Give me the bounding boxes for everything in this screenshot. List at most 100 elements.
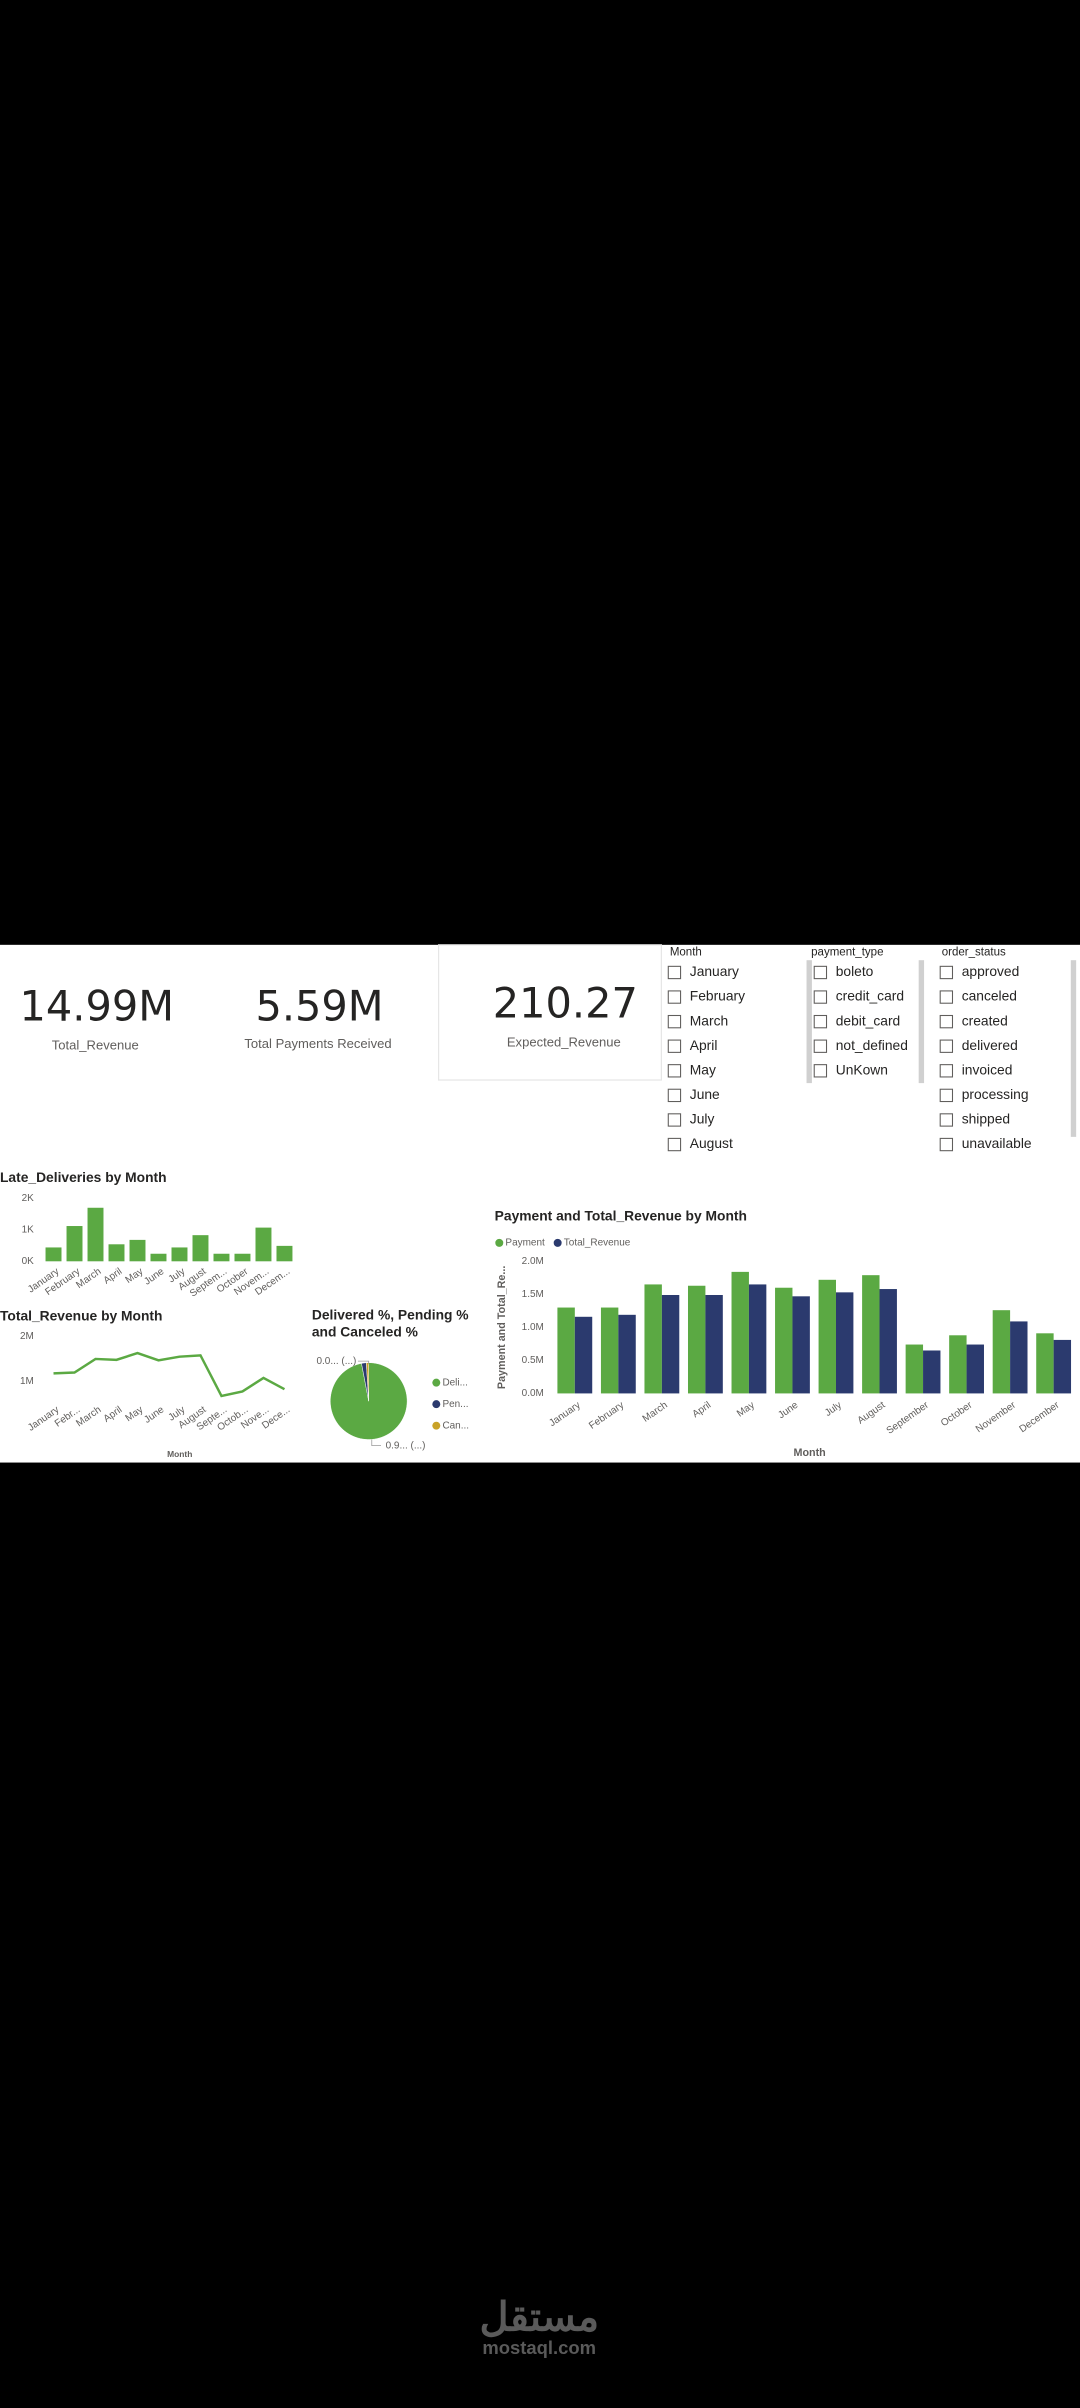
- y-tick-label: 2K: [22, 1193, 35, 1204]
- scrollbar[interactable]: [1070, 960, 1077, 1137]
- chart-title-text: Delivered %, Pending % and Canceled %: [311, 1307, 469, 1340]
- slicer-item[interactable]: canceled: [962, 988, 1017, 1004]
- bar: [66, 1226, 83, 1262]
- bar: [192, 1235, 209, 1262]
- checkbox[interactable]: [939, 990, 954, 1004]
- slicer-item[interactable]: February: [690, 988, 745, 1004]
- checkbox[interactable]: [667, 1039, 682, 1053]
- legend-label: Deli...: [442, 1377, 467, 1388]
- bar: [731, 1271, 749, 1394]
- data-label: 0.0... (...): [316, 1356, 356, 1367]
- bar: [108, 1244, 125, 1262]
- watermark-logo: مستقل: [479, 2295, 599, 2339]
- checkbox[interactable]: [939, 1137, 954, 1152]
- slicer-item[interactable]: January: [690, 963, 739, 979]
- bar: [618, 1314, 636, 1394]
- slicer-item[interactable]: created: [962, 1012, 1008, 1028]
- bar: [992, 1310, 1011, 1394]
- bar: [1053, 1339, 1072, 1394]
- bar: [949, 1335, 967, 1394]
- checkbox[interactable]: [667, 1137, 682, 1152]
- slicer-item[interactable]: not_defined: [836, 1037, 908, 1053]
- kpi-label: Total Payments Received: [244, 1036, 391, 1051]
- bar: [1010, 1321, 1028, 1394]
- scrollbar[interactable]: [806, 960, 812, 1084]
- legend-label: Can...: [442, 1420, 469, 1431]
- y-tick-label: 1.5M: [522, 1289, 544, 1300]
- checkbox[interactable]: [667, 1014, 682, 1029]
- slicer-item[interactable]: debit_card: [836, 1012, 901, 1028]
- bar: [923, 1350, 941, 1394]
- checkbox[interactable]: [813, 1064, 828, 1078]
- bar: [966, 1344, 984, 1394]
- slicer-item[interactable]: processing: [962, 1086, 1029, 1102]
- checkbox[interactable]: [939, 1014, 954, 1029]
- scrollbar[interactable]: [918, 960, 925, 1084]
- slicer-item[interactable]: boleto: [836, 963, 874, 979]
- y-tick-label: 1K: [22, 1224, 35, 1235]
- slicer-item[interactable]: May: [690, 1061, 716, 1077]
- checkbox[interactable]: [813, 1014, 828, 1029]
- slicer-item[interactable]: July: [690, 1111, 715, 1127]
- legend-swatch: [495, 1238, 504, 1247]
- slicer-item[interactable]: delivered: [962, 1037, 1018, 1053]
- y-tick-label: 0.5M: [522, 1355, 544, 1366]
- legend-label: Total_Revenue: [564, 1238, 631, 1249]
- slicer-item[interactable]: unavailable: [962, 1135, 1032, 1151]
- checkbox[interactable]: [667, 965, 682, 980]
- x-axis-title: Month: [167, 1449, 192, 1459]
- bar: [276, 1245, 293, 1262]
- checkbox[interactable]: [667, 1113, 682, 1127]
- bar: [644, 1284, 662, 1394]
- legend-swatch: [432, 1421, 441, 1430]
- dashboard: [0, 944, 1080, 1463]
- kpi-label: Expected_Revenue: [507, 1035, 621, 1050]
- bar: [862, 1275, 880, 1394]
- slicer-item[interactable]: March: [690, 1012, 728, 1028]
- kpi-value: 210.27: [493, 979, 638, 1027]
- slicer-item[interactable]: April: [690, 1037, 718, 1053]
- slicer-item[interactable]: invoiced: [962, 1061, 1013, 1077]
- bar: [687, 1285, 706, 1394]
- y-tick-label: 2.0M: [522, 1256, 544, 1267]
- legend-swatch: [553, 1238, 562, 1247]
- kpi-value: 5.59M: [255, 982, 383, 1030]
- slicer-item[interactable]: August: [690, 1135, 733, 1151]
- y-axis-title: Payment and Total_Re...: [496, 1266, 508, 1389]
- chart-title: Total_Revenue by Month: [0, 1307, 162, 1323]
- bar: [234, 1253, 251, 1262]
- slicer-item[interactable]: approved: [962, 963, 1020, 979]
- bar: [1036, 1333, 1054, 1394]
- slicer-item[interactable]: shipped: [962, 1111, 1010, 1127]
- leader-line: [371, 1439, 381, 1447]
- bar: [879, 1289, 897, 1394]
- bar: [557, 1307, 575, 1394]
- bar: [705, 1294, 723, 1394]
- checkbox[interactable]: [939, 1088, 954, 1103]
- checkbox[interactable]: [813, 1039, 828, 1053]
- slicer-item[interactable]: UnKown: [836, 1061, 888, 1077]
- checkbox[interactable]: [813, 990, 828, 1004]
- checkbox[interactable]: [667, 1088, 682, 1103]
- slicer-title: payment_type: [811, 947, 883, 959]
- leader-line: [357, 1360, 370, 1365]
- bar: [905, 1344, 924, 1394]
- checkbox[interactable]: [939, 1064, 954, 1078]
- checkbox[interactable]: [939, 1039, 954, 1053]
- slicer-title: order_status: [942, 947, 1006, 959]
- slicer-item[interactable]: June: [690, 1086, 720, 1102]
- y-tick-label: 1M: [20, 1376, 34, 1387]
- chart-title: Delivered %, Pending % and Canceled %: [311, 1307, 469, 1340]
- checkbox[interactable]: [939, 1113, 954, 1127]
- slicers: Month January February March April May June Jul…: [667, 947, 1077, 1152]
- data-label: 0.9... (...): [386, 1440, 426, 1451]
- bar: [792, 1296, 810, 1394]
- checkbox[interactable]: [667, 990, 682, 1004]
- y-tick-label: 0.0M: [522, 1388, 544, 1399]
- slicer-item[interactable]: credit_card: [836, 988, 904, 1004]
- checkbox[interactable]: [813, 965, 828, 980]
- checkbox[interactable]: [667, 1064, 682, 1078]
- bar: [775, 1287, 793, 1394]
- checkbox[interactable]: [939, 965, 954, 980]
